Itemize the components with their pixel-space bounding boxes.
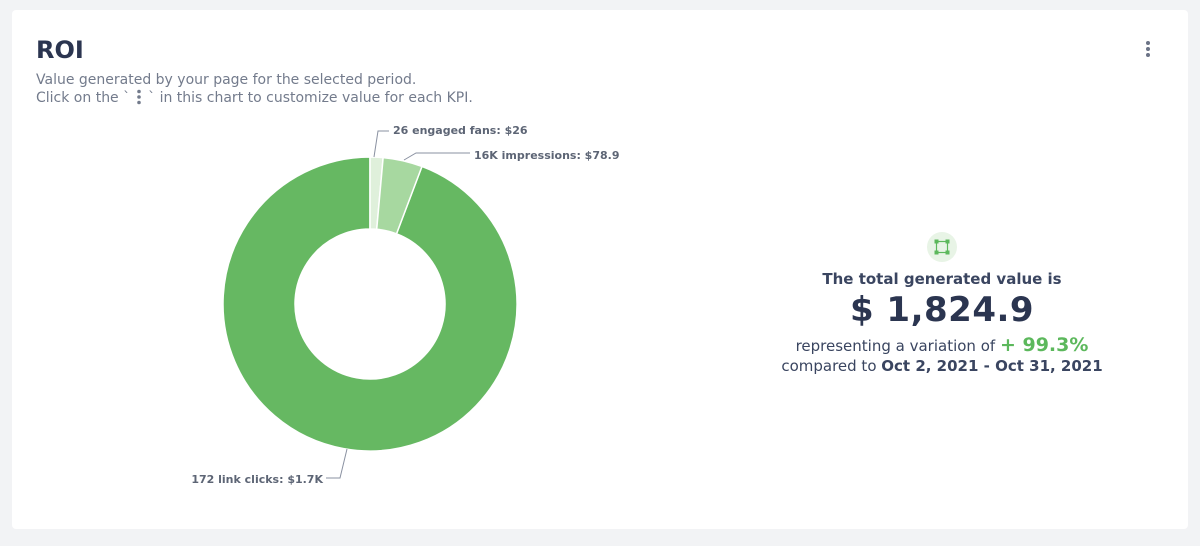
subtitle-line-2-start: Click on the ` — [36, 90, 131, 106]
label-engaged-fans: 26 engaged fans: $26 — [393, 124, 528, 137]
subtitle-line-1: Value generated by your page for the sel… — [36, 72, 417, 88]
chart-menu-button[interactable] — [1134, 38, 1162, 62]
roi-donut-chart: 172 link clicks: $1.7K 26 engaged fans: $… — [191, 124, 619, 486]
card-title: ROI — [36, 36, 84, 64]
label-link-clicks-leader — [326, 448, 348, 479]
variation-value: + 99.3% — [999, 334, 1089, 356]
roi-card: ROI Value generated by your page for the… — [12, 10, 1188, 529]
label-engaged-fans-leader — [373, 130, 389, 158]
subtitle-line-2-end: ` in this chart to customize value for e… — [148, 90, 473, 106]
slice-link-clicks[interactable] — [222, 156, 518, 452]
subtitle-line-2: Click on the ` ` in this chart to customi… — [36, 89, 473, 107]
variation-prefix: representing a variation of — [795, 337, 996, 355]
compare-range: Oct 2, 2021 - Oct 31, 2021 — [881, 357, 1103, 375]
vertical-ellipsis-icon — [1146, 41, 1150, 57]
inline-vertical-ellipsis-icon — [137, 89, 141, 105]
variation-line: representing a variation of + 99.3% — [762, 334, 1122, 356]
label-impressions-leader — [403, 152, 470, 161]
total-label: The total generated value is — [822, 270, 1062, 288]
compare-line: compared to Oct 2, 2021 - Oct 31, 2021 — [762, 357, 1122, 375]
label-link-clicks: 172 link clicks: $1.7K — [191, 473, 323, 486]
total-value: $ 1,824.9 — [849, 290, 1035, 330]
card-subtitle: Value generated by your page for the sel… — [36, 71, 473, 107]
roi-summary: The total generated value is $ 1,824.9 r… — [762, 232, 1122, 375]
label-impressions: 16K impressions: $78.9 — [474, 149, 619, 162]
slice-impressions[interactable] — [375, 156, 423, 235]
compare-prefix: compared to — [781, 357, 877, 375]
selection-badge — [927, 232, 957, 262]
selection-square-icon — [934, 239, 950, 255]
